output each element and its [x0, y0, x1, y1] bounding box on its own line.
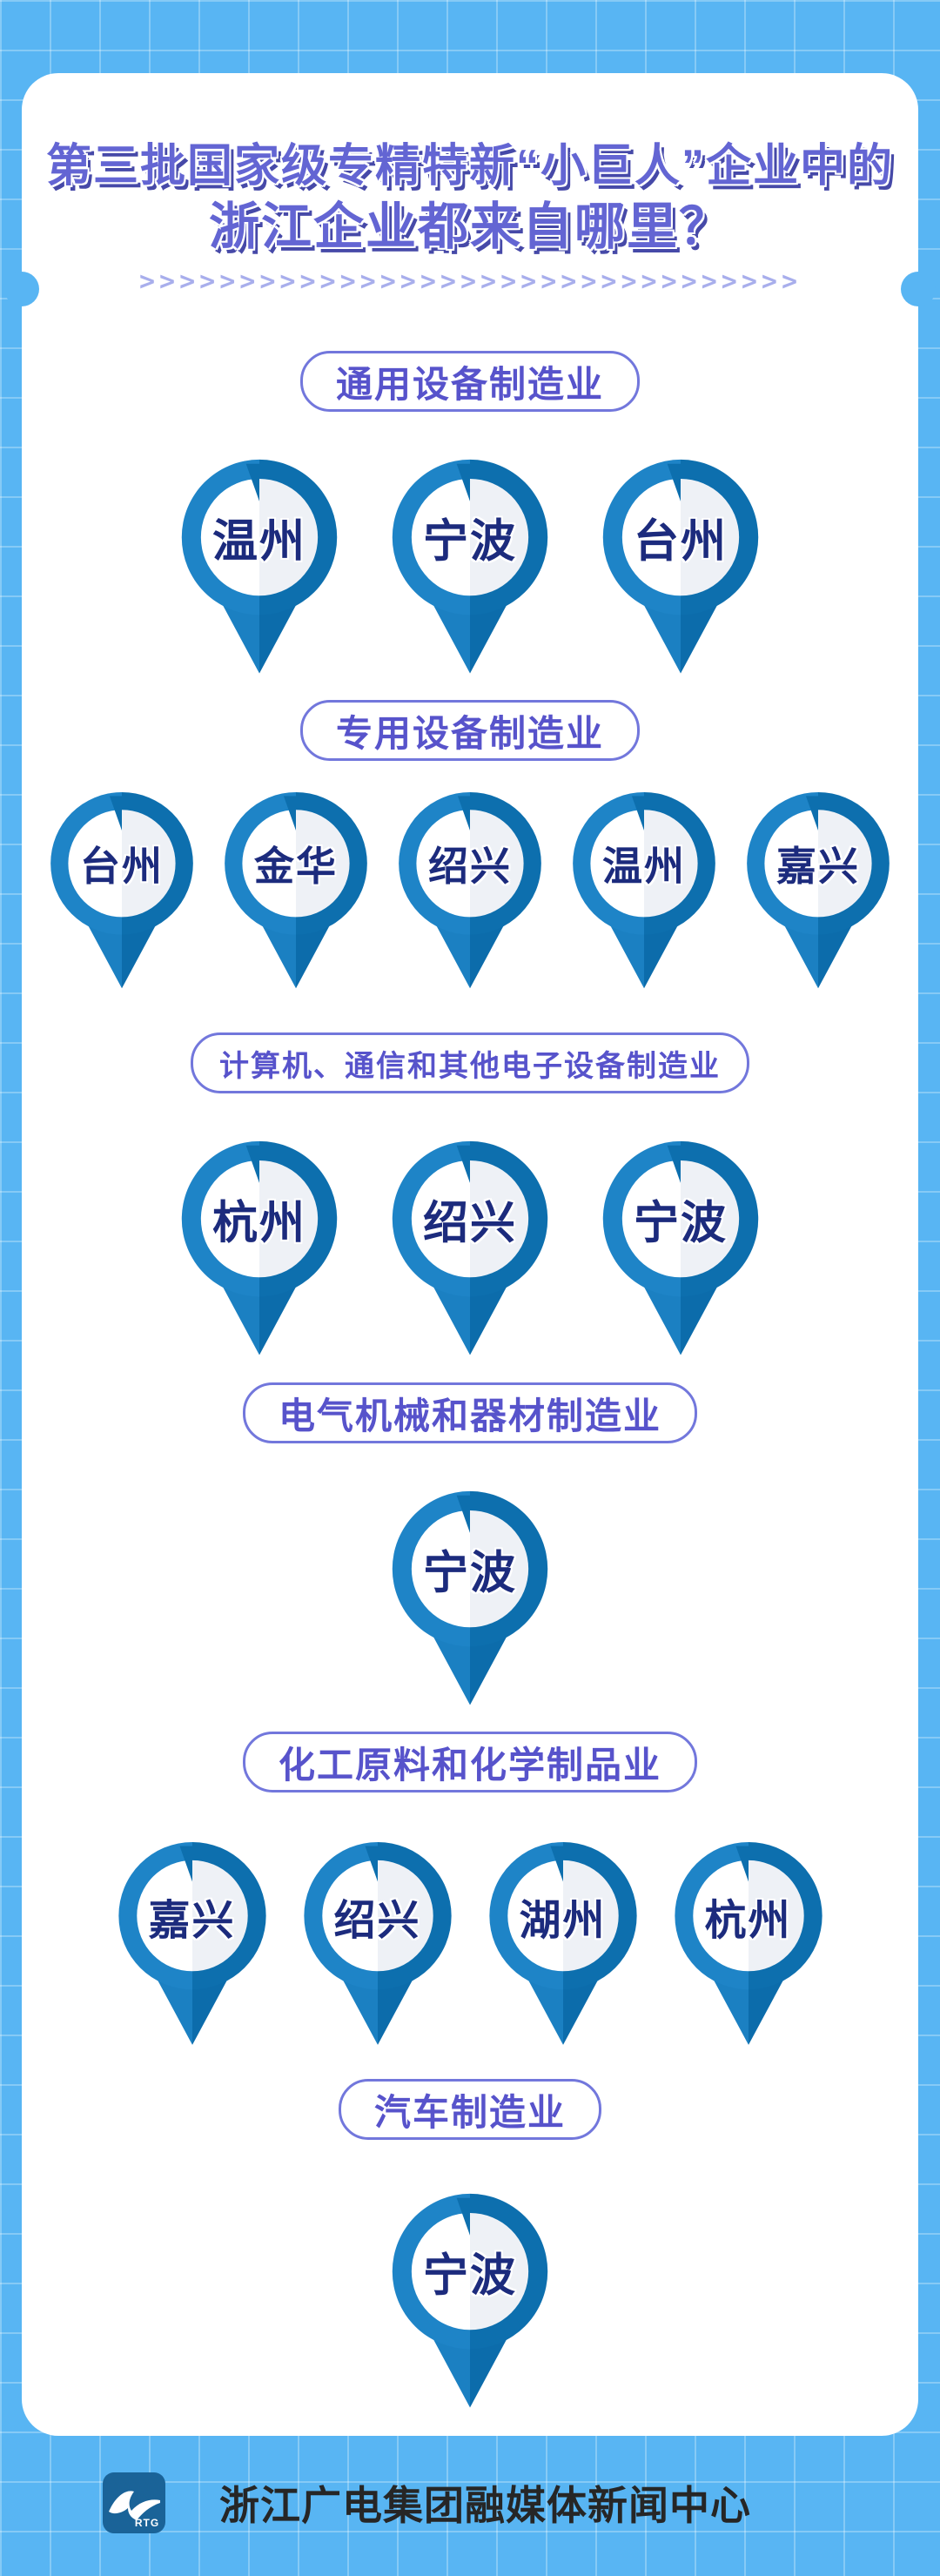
- map-pin: 宁波: [386, 1490, 554, 1715]
- section-general-equipment: 通用设备制造业 温州 宁波 台州: [176, 351, 764, 683]
- map-pin: 宁波: [597, 1140, 764, 1365]
- map-pin: 宁波: [386, 2192, 554, 2418]
- info-card: 第三批国家级专精特新“小巨人”企业中的 浙江企业都来自哪里？ >>>>>>>>>…: [22, 73, 918, 2436]
- ticket-notch-left: [4, 272, 39, 306]
- map-pin: 杭州: [669, 1840, 828, 2055]
- map-pin: 嘉兴: [742, 790, 895, 998]
- chevron-divider: >>>>>>>>>>>>>>>>>>>>>>>>>>>>>>>>>>: [139, 269, 801, 296]
- category-pill: 电气机械和器材制造业: [242, 1382, 697, 1444]
- footer: RTG 浙江广电集团融媒体新闻中心: [0, 2438, 940, 2568]
- pin-row: 杭州 绍兴 宁波: [176, 1140, 764, 1365]
- pin-row: 温州 宁波 台州: [176, 458, 764, 683]
- ticket-notch-right: [901, 272, 936, 306]
- map-pin: 台州: [597, 458, 764, 683]
- map-pin: 温州: [567, 790, 721, 998]
- map-pin-icon: [484, 1840, 642, 2055]
- category-pill: 专用设备制造业: [299, 700, 640, 762]
- map-pin-icon: [386, 1140, 554, 1365]
- poster-title-line2: 浙江企业都来自哪里？: [208, 198, 731, 255]
- rtg-broadcaster-logo-icon: RTG: [103, 2472, 165, 2533]
- category-pill: 化工原料和化学制品业: [242, 1732, 697, 1793]
- pin-city-label: 绍兴: [422, 1198, 518, 1249]
- map-pin: 绍兴: [393, 790, 547, 998]
- map-pin-icon: [299, 1840, 457, 2055]
- map-pin-icon: [45, 790, 198, 998]
- map-pin-icon: [742, 790, 895, 998]
- pin-city-label: 台州: [633, 516, 728, 568]
- section-electrical-machinery: 电气机械和器材制造业 宁波: [242, 1382, 697, 1715]
- map-pin-icon: [176, 458, 343, 683]
- map-pin: 嘉兴: [113, 1840, 272, 2055]
- map-pin: 台州: [45, 790, 198, 998]
- section-automobile: 汽车制造业 宁波: [338, 2079, 601, 2418]
- map-pin-icon: [113, 1840, 272, 2055]
- map-pin-icon: [219, 790, 373, 998]
- map-pin: 湖州: [484, 1840, 642, 2055]
- map-pin-icon: [567, 790, 721, 998]
- pin-city-label: 金华: [254, 843, 338, 889]
- pin-city-label: 杭州: [212, 1198, 307, 1249]
- pin-row: 宁波: [386, 1490, 554, 1715]
- pin-city-label: 湖州: [519, 1897, 607, 1944]
- pin-city-label: 绍兴: [333, 1897, 421, 1944]
- map-pin: 绍兴: [386, 1140, 554, 1365]
- pin-city-label: 杭州: [704, 1897, 792, 1944]
- category-pill: 汽车制造业: [338, 2079, 601, 2141]
- map-pin-icon: [386, 1490, 554, 1715]
- map-pin: 宁波: [386, 458, 554, 683]
- map-pin-icon: [386, 458, 554, 683]
- pin-city-label: 绍兴: [428, 843, 512, 889]
- map-pin: 杭州: [176, 1140, 343, 1365]
- pin-city-label: 宁波: [422, 1548, 517, 1599]
- section-computer-electronics: 计算机、通信和其他电子设备制造业 杭州 绍兴 宁波: [176, 1032, 764, 1365]
- pin-city-label: 温州: [602, 843, 686, 889]
- pin-row: 台州 金华 绍兴 温州 嘉兴: [45, 790, 895, 998]
- map-pin-icon: [386, 2192, 554, 2418]
- map-pin: 金华: [219, 790, 373, 998]
- category-pill: 计算机、通信和其他电子设备制造业: [191, 1032, 749, 1094]
- pin-city-label: 嘉兴: [148, 1897, 236, 1944]
- pin-city-label: 宁波: [422, 2250, 517, 2302]
- footer-credit-text: 浙江广电集团融媒体新闻中心: [219, 2482, 751, 2529]
- map-pin-icon: [393, 790, 547, 998]
- map-pin: 绍兴: [299, 1840, 457, 2055]
- pin-row: 宁波: [386, 2192, 554, 2418]
- category-pill: 通用设备制造业: [299, 351, 640, 413]
- map-pin-icon: [176, 1140, 343, 1365]
- rtg-logo-text: RTG: [135, 2517, 159, 2529]
- section-chemical-products: 化工原料和化学制品业 嘉兴 绍兴 湖州 杭州: [113, 1732, 828, 2055]
- pin-city-label: 温州: [212, 516, 307, 568]
- pin-city-label: 宁波: [422, 516, 518, 568]
- pin-city-label: 台州: [80, 843, 164, 889]
- poster-title-line1: 第三批国家级专精特新“小巨人”企业中的: [45, 141, 894, 192]
- map-pin: 温州: [176, 458, 343, 683]
- map-pin-icon: [597, 1140, 764, 1365]
- pin-city-label: 嘉兴: [776, 843, 860, 889]
- pin-city-label: 宁波: [633, 1198, 728, 1249]
- map-pin-icon: [597, 458, 764, 683]
- pin-row: 嘉兴 绍兴 湖州 杭州: [113, 1840, 828, 2055]
- section-special-equipment: 专用设备制造业 台州 金华 绍兴 温州: [45, 700, 895, 998]
- map-pin-icon: [669, 1840, 828, 2055]
